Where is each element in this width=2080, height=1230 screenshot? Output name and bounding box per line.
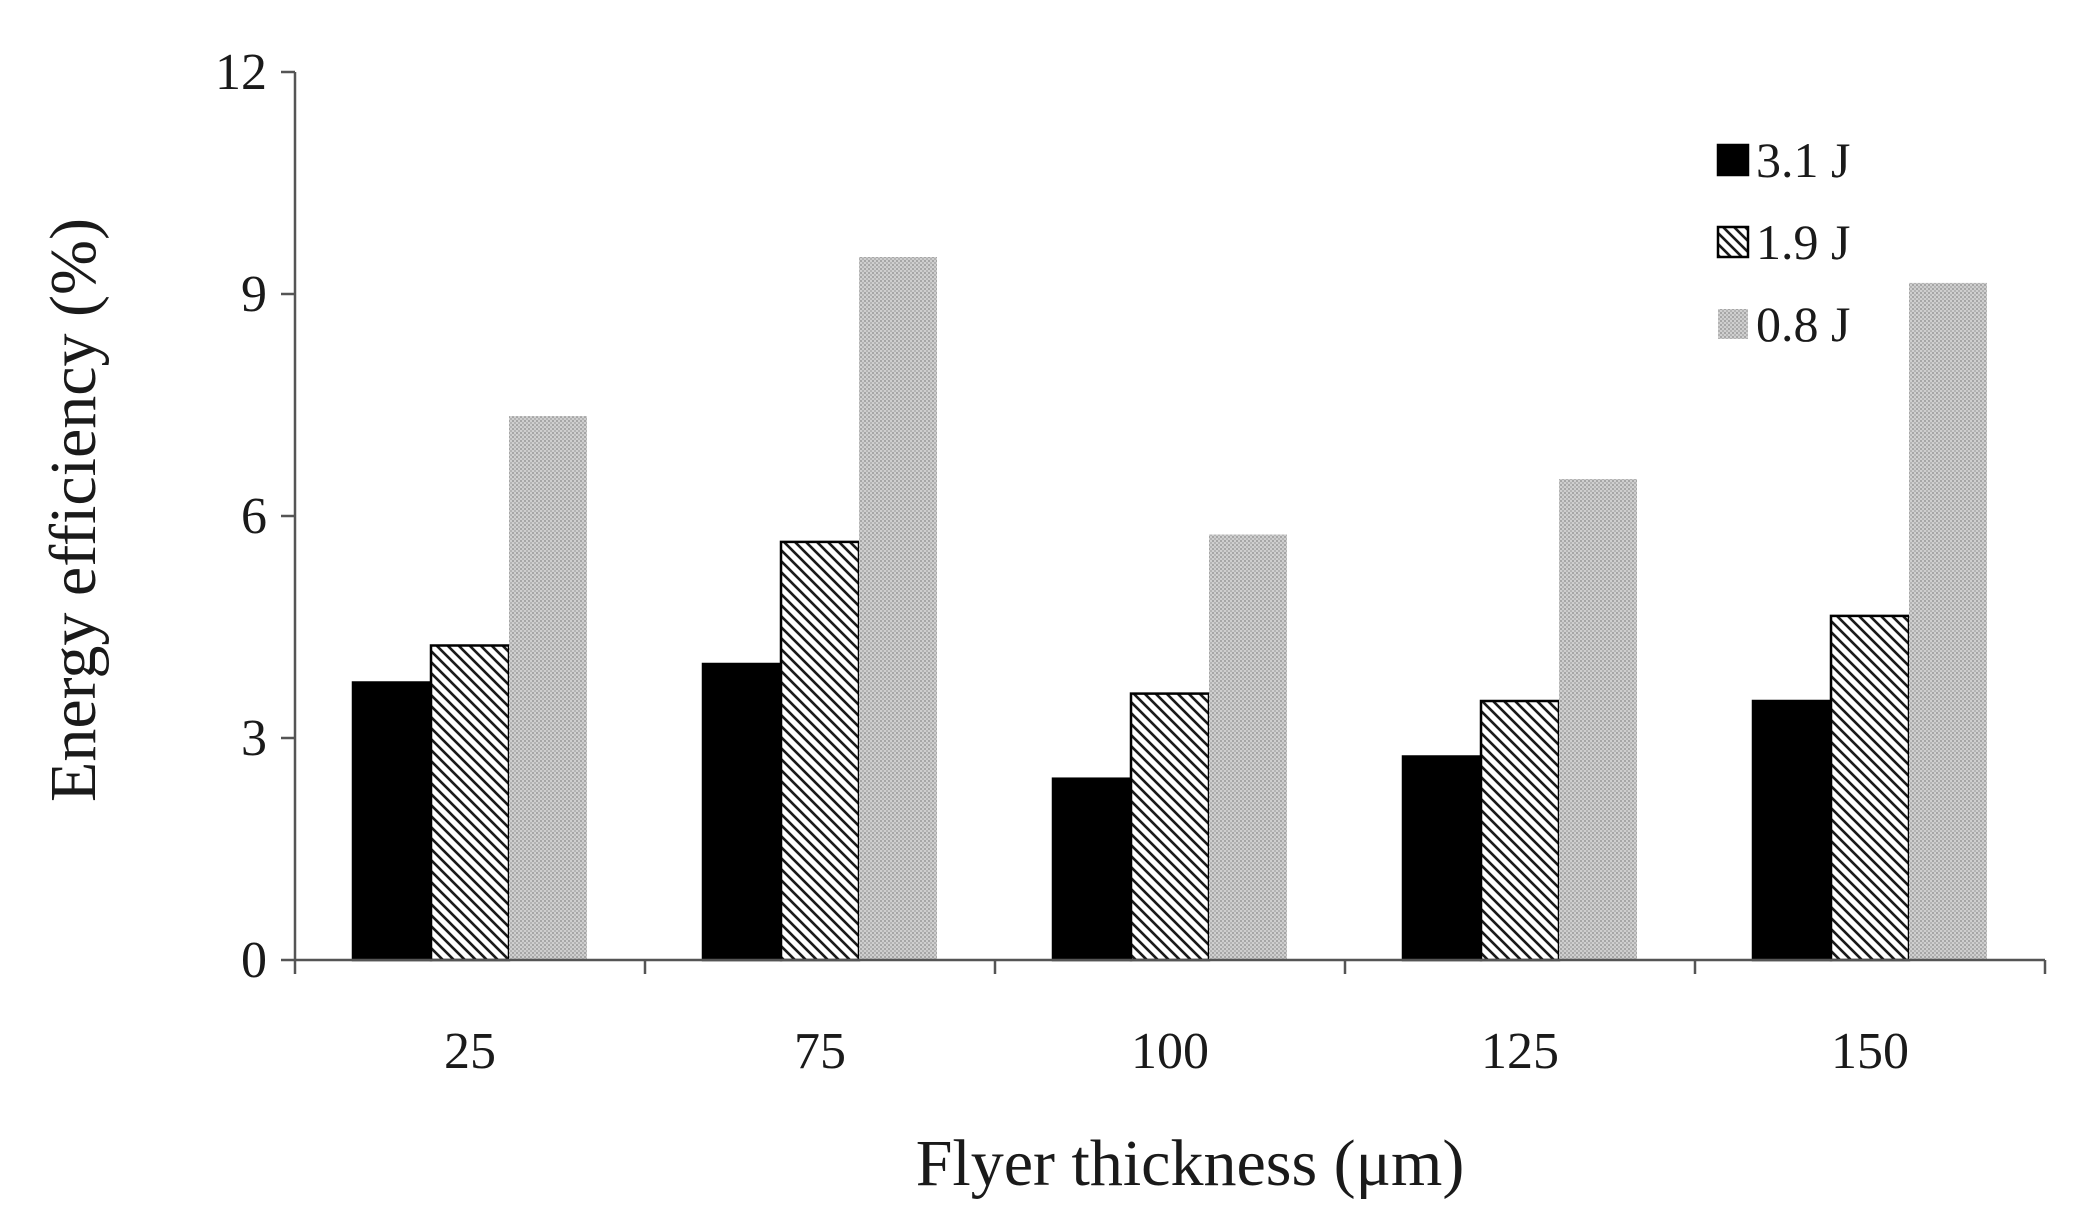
y-tick-label: 6 [241, 488, 267, 545]
legend-label: 3.1 J [1756, 132, 1850, 188]
bar-1-9-j-75 [779, 540, 861, 962]
x-tick-label: 100 [1131, 1023, 1209, 1080]
y-tick-label: 9 [241, 266, 267, 323]
bar-3-1-j-25 [351, 681, 433, 962]
axes-group: 0 3 6 9 12 25 75 100 125 150 [215, 44, 2047, 1080]
y-tick-label: 12 [215, 44, 267, 101]
legend-swatch [1716, 225, 1750, 259]
legend-label: 0.8 J [1756, 296, 1850, 352]
bar-3-1-j-150 [1751, 699, 1833, 962]
bar-0-8-j-125 [1559, 479, 1637, 960]
bar-1-9-j-150 [1829, 614, 1911, 962]
bar-1-9-j-25 [429, 644, 511, 962]
bar-0-8-j-100 [1209, 534, 1287, 960]
bar-1-9-j-125 [1479, 699, 1561, 962]
legend-swatch [1718, 309, 1748, 339]
y-tick-label: 0 [241, 932, 267, 989]
bar-3-1-j-100 [1051, 777, 1133, 962]
bar-3-1-j-125 [1401, 755, 1483, 962]
legend-swatch [1716, 143, 1750, 177]
x-axis-title: Flyer thickness (μm) [916, 1127, 1465, 1200]
bar-0-8-j-25 [509, 416, 587, 961]
bars-group [351, 257, 1987, 962]
y-tick-label: 3 [241, 710, 267, 767]
bar-3-1-j-75 [701, 662, 783, 962]
bar-0-8-j-150 [1909, 282, 1987, 960]
x-tick-label: 25 [444, 1023, 496, 1080]
y-axis-title: Energy efficiency (%) [37, 218, 110, 802]
legend: 3.1 J 1.9 J 0.8 J [1716, 132, 1850, 352]
bar-0-8-j-75 [859, 257, 937, 960]
x-tick-label: 125 [1481, 1023, 1559, 1080]
legend-label: 1.9 J [1756, 214, 1850, 270]
x-tick-label: 150 [1831, 1023, 1909, 1080]
bar-1-9-j-100 [1129, 692, 1211, 962]
x-tick-label: 75 [794, 1023, 846, 1080]
